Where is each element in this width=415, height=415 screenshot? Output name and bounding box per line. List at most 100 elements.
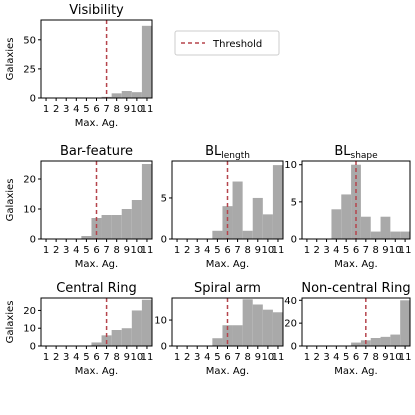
x-tick-label: 2: [53, 352, 59, 363]
x-tick-label: 4: [204, 352, 210, 363]
x-tick-label: 6: [224, 352, 230, 363]
legend-threshold-label: Threshold: [212, 39, 262, 50]
bar: [272, 165, 283, 239]
panel-title-main: Non-central Ring: [301, 281, 410, 296]
bar: [212, 230, 223, 239]
x-tick-label: 3: [194, 352, 200, 363]
legend: Threshold: [174, 30, 280, 56]
x-tick-label: 2: [53, 104, 59, 115]
panel-title-sub: length: [221, 151, 250, 161]
bar: [380, 336, 391, 346]
x-tick-label: 3: [63, 245, 69, 256]
x-tick-label: 11: [399, 245, 412, 256]
legend-frame: [174, 30, 280, 56]
bar: [121, 209, 132, 239]
y-tick-label: 20: [284, 319, 297, 330]
x-tick-label: 5: [214, 245, 220, 256]
x-tick-label: 6: [93, 245, 99, 256]
x-tick-label: 7: [103, 104, 109, 115]
x-tick-label: 4: [333, 352, 339, 363]
x-tick-label: 9: [124, 104, 130, 115]
bar: [111, 330, 122, 346]
bar: [331, 209, 342, 239]
y-tick-label: 25: [23, 64, 36, 75]
y-tick-label: 40: [284, 296, 297, 307]
x-tick-label: 9: [382, 352, 388, 363]
x-tick-label: 3: [63, 104, 69, 115]
y-tick-label: 10: [284, 160, 297, 171]
x-tick-label: 4: [333, 245, 339, 256]
bar: [111, 215, 122, 239]
bar: [141, 299, 152, 346]
x-tick-label: 1: [304, 352, 310, 363]
x-tick-label: 1: [43, 352, 49, 363]
bar: [121, 91, 132, 98]
x-tick-label: 6: [224, 245, 230, 256]
y-tick-label: 50: [23, 35, 36, 46]
bar: [91, 342, 102, 346]
bar: [370, 338, 381, 346]
bar: [351, 164, 361, 239]
y-tick-label: 5: [291, 197, 297, 208]
x-tick-label: 3: [323, 245, 329, 256]
bar: [262, 214, 273, 239]
bar: [232, 181, 243, 239]
bar: [272, 312, 283, 346]
x-tick-label: 2: [53, 245, 59, 256]
panel-title: BLlength: [205, 144, 250, 161]
x-tick-label: 2: [314, 352, 320, 363]
x-tick-label: 8: [372, 245, 378, 256]
x-tick-label: 8: [113, 104, 119, 115]
panel-title: Non-central Ring: [301, 281, 410, 296]
y-axis-label: Galaxies: [5, 301, 16, 344]
x-tick-label: 7: [234, 245, 240, 256]
x-tick-label: 7: [103, 352, 109, 363]
bar: [400, 300, 410, 346]
x-tick-label: 11: [141, 245, 154, 256]
y-tick-label: 10: [23, 205, 36, 216]
x-axis-label: Max. Ag.: [206, 366, 249, 377]
y-tick-label: 0: [30, 235, 36, 246]
x-tick-label: 11: [399, 352, 412, 363]
bar: [262, 309, 273, 346]
y-tick-label: 20: [23, 175, 36, 186]
x-tick-label: 9: [124, 245, 130, 256]
panel-title-main: Bar-feature: [60, 144, 133, 159]
x-axis-label: Max. Ag.: [334, 259, 377, 270]
bar: [131, 200, 142, 239]
x-axis-label: Max. Ag.: [334, 366, 377, 377]
bar: [131, 310, 142, 346]
axes-frame: [40, 19, 153, 99]
x-tick-label: 7: [363, 352, 369, 363]
bar: [121, 328, 132, 346]
x-axis-label: Max. Ag.: [75, 366, 118, 377]
x-tick-label: 10: [261, 352, 274, 363]
x-tick-label: 5: [83, 245, 89, 256]
bar: [341, 194, 352, 239]
x-tick-label: 11: [272, 245, 285, 256]
bar: [400, 231, 410, 239]
x-tick-label: 1: [304, 245, 310, 256]
bar: [81, 236, 92, 239]
bar: [390, 334, 401, 346]
x-tick-label: 8: [244, 245, 250, 256]
x-tick-label: 2: [314, 245, 320, 256]
x-tick-label: 7: [234, 352, 240, 363]
x-tick-label: 5: [83, 104, 89, 115]
bar: [222, 206, 233, 239]
panel-title-main: Spiral arm: [194, 281, 261, 296]
x-tick-label: 10: [130, 352, 143, 363]
panel-title-main: BL: [334, 144, 351, 159]
x-tick-label: 2: [184, 352, 190, 363]
x-tick-label: 6: [93, 352, 99, 363]
panel-title: Visibility: [69, 3, 124, 18]
y-tick-label: 10: [23, 324, 36, 335]
y-tick-label: 0: [161, 235, 167, 246]
x-tick-label: 10: [389, 245, 402, 256]
y-axis-label: Galaxies: [5, 38, 16, 81]
